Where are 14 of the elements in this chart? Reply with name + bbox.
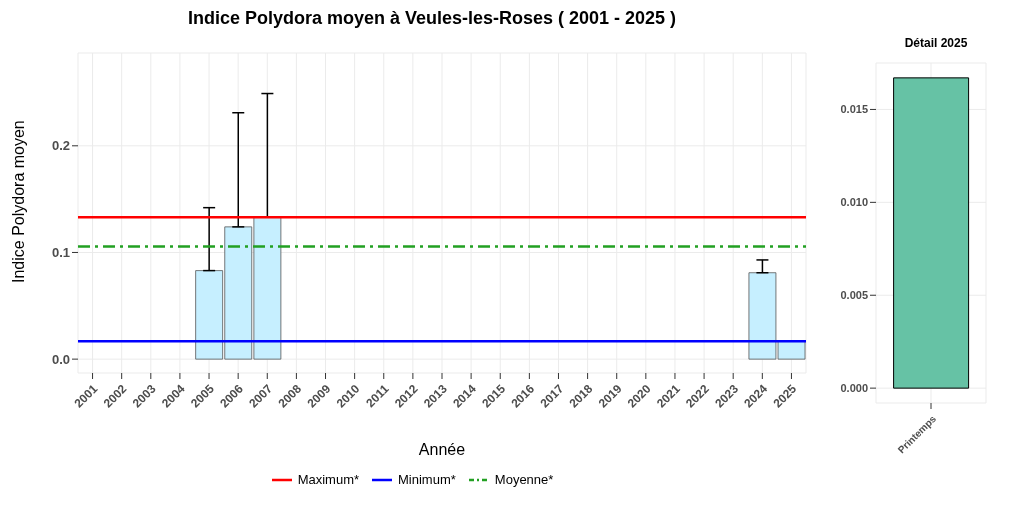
- chart-title: Détail 2025: [903, 35, 969, 52]
- y-tick-label: 0.1: [51, 245, 70, 261]
- y-axis-title: Indice Polydora moyen: [9, 120, 27, 283]
- y-tick-label: 0.2: [51, 138, 70, 154]
- x-axis-title: Année: [418, 441, 466, 458]
- y-tick-label: 0.0: [51, 351, 70, 367]
- legend-label: Moyenne*: [494, 472, 554, 487]
- y-tick-label: 0.010: [840, 196, 868, 209]
- chart-title: Indice Polydora moyen à Veules-les-Roses ( 2001 - 2025 ): [186, 8, 678, 30]
- y-tick-label: 0.005: [840, 289, 868, 302]
- legend-label: Minimum*: [398, 472, 456, 487]
- y-tick-label: 0.000: [840, 382, 868, 395]
- legend-label: Maximum*: [297, 472, 360, 487]
- y-tick-label: 0.015: [840, 103, 868, 116]
